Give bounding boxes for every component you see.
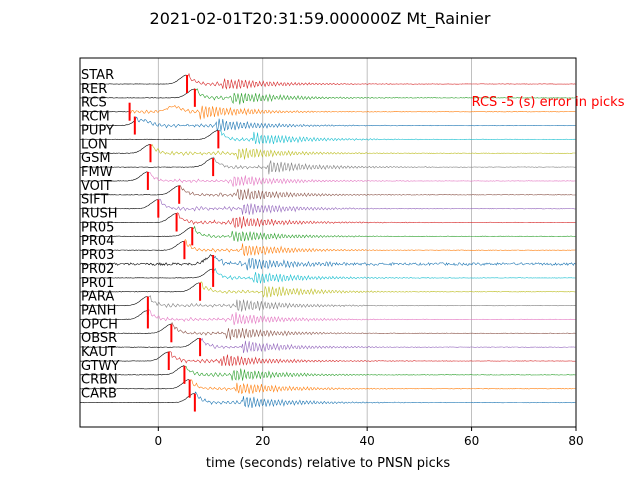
trace-pre-pick — [79, 310, 148, 321]
trace-pre-pick — [79, 227, 192, 237]
trace-pre-pick — [79, 74, 187, 85]
station-label: FMW — [81, 165, 113, 180]
station-label: PR02 — [81, 262, 114, 277]
plot-frame — [79, 57, 577, 428]
trace-pre-pick — [79, 351, 169, 362]
trace-pr05 — [191, 225, 576, 242]
station-label: PANH — [81, 303, 116, 318]
trace-rer — [194, 88, 576, 105]
x-axis-ticks: 0 20 40 60 80 — [154, 427, 584, 448]
trace-para — [147, 295, 576, 312]
trace-pre-pick — [80, 282, 200, 293]
trace-pupy — [217, 129, 576, 145]
trace-obsr — [199, 337, 576, 354]
trace-gtwy — [184, 365, 576, 381]
trace-rcm — [134, 116, 576, 132]
trace-pre-pick — [79, 254, 213, 267]
station-label: STAR — [81, 68, 114, 83]
trace-rush — [175, 212, 576, 229]
station-label: RCM — [81, 110, 110, 125]
trace-group — [79, 72, 576, 409]
trace-pre-pick — [79, 185, 179, 196]
trace-carb — [194, 391, 576, 409]
trace-panh — [147, 308, 576, 326]
trace-pre-pick — [80, 88, 195, 99]
trace-pr04 — [184, 238, 576, 257]
station-label: SIFT — [81, 193, 108, 208]
trace-crbn — [188, 379, 576, 394]
trace-voit — [178, 184, 576, 201]
station-label: LON — [81, 137, 108, 152]
trace-pre-pick — [80, 337, 200, 348]
station-label: PARA — [81, 290, 114, 305]
station-label: PR03 — [81, 248, 114, 263]
trace-pr02 — [212, 267, 576, 284]
trace-pre-pick — [79, 120, 135, 127]
station-label: PR05 — [81, 220, 114, 235]
trace-pre-pick — [79, 157, 213, 168]
station-label: GSM — [81, 151, 111, 166]
trace-pre-pick — [79, 144, 151, 154]
trace-pr01 — [199, 281, 576, 298]
trace-pre-pick — [79, 241, 185, 251]
station-label: PR04 — [81, 234, 114, 249]
trace-pre-pick — [79, 199, 159, 210]
trace-pre-pick — [80, 171, 148, 182]
station-label: CRBN — [81, 373, 118, 388]
x-tick-label: 60 — [464, 434, 479, 448]
trace-pre-pick — [80, 268, 213, 279]
pick-marker-group — [128, 75, 220, 412]
trace-pre-pick — [79, 393, 195, 404]
trace-star — [186, 72, 576, 90]
trace-kaut — [168, 350, 576, 367]
trace-lon — [150, 144, 576, 160]
station-label: GTWY — [81, 359, 119, 374]
station-label: PR01 — [81, 276, 114, 291]
trace-pr03 — [212, 255, 576, 271]
x-tick-label: 40 — [360, 434, 375, 448]
trace-gsm — [212, 156, 576, 175]
x-tick-label: 80 — [568, 434, 583, 448]
station-label: CARB — [81, 387, 117, 402]
trace-pre-pick — [79, 365, 185, 376]
station-label: OPCH — [81, 317, 118, 332]
trace-sift — [157, 198, 576, 215]
trace-fmw — [147, 171, 576, 187]
trace-pre-pick — [79, 323, 172, 334]
trace-pre-pick — [79, 130, 219, 140]
pick-error-annotation: RCS -5 (s) error in picks — [472, 95, 625, 110]
station-label: RER — [81, 82, 107, 97]
grid-lines — [157, 58, 472, 427]
trace-pre-pick — [80, 213, 177, 224]
station-label: RUSH — [81, 207, 118, 222]
x-tick-label: 0 — [154, 434, 162, 448]
station-label: PUPY — [81, 123, 114, 138]
chart-title: 2021-02-01T20:31:59.000000Z Mt_Rainier — [150, 9, 491, 29]
station-label: KAUT — [81, 345, 116, 360]
station-label-group: STARRERRCSRCMPUPYLONGSMFMWVOITSIFTRUSHPR… — [81, 68, 119, 402]
trace-pre-pick — [79, 379, 190, 390]
trace-rcs — [128, 105, 576, 120]
x-tick-label: 20 — [255, 434, 270, 448]
trace-pre-pick — [79, 296, 148, 307]
trace-opch — [170, 322, 576, 340]
station-label: RCS — [81, 96, 107, 111]
station-label: OBSR — [81, 331, 117, 346]
station-label: VOIT — [81, 179, 112, 194]
x-axis-label: time (seconds) relative to PNSN picks — [206, 456, 450, 471]
